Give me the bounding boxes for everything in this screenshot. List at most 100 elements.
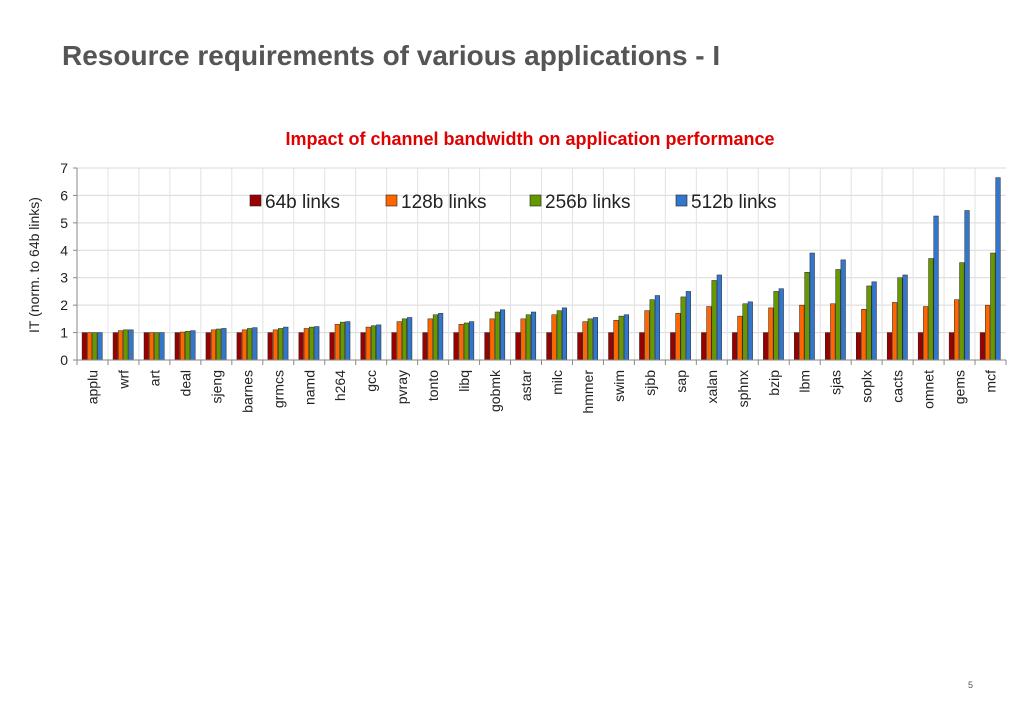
y-tick-label: 4 bbox=[60, 242, 68, 258]
bar-bzip-0 bbox=[763, 332, 769, 361]
bar-wrf-3 bbox=[128, 329, 134, 361]
bar-grmcs-3 bbox=[283, 326, 289, 361]
x-tick-label: mcf bbox=[983, 370, 999, 393]
bar-tonto-1 bbox=[427, 318, 433, 361]
bar-sap-0 bbox=[670, 332, 676, 361]
bar-tonto-3 bbox=[438, 313, 444, 361]
bar-barnes-2 bbox=[247, 328, 253, 361]
bar-swim-1 bbox=[613, 319, 619, 361]
bar-h264-3 bbox=[345, 321, 351, 361]
bar-sphnx-0 bbox=[732, 332, 738, 361]
bar-cacts-1 bbox=[892, 302, 898, 361]
bar-h264-0 bbox=[329, 332, 335, 361]
bar-sap-1 bbox=[675, 313, 681, 361]
x-tick-label: grmcs bbox=[270, 370, 286, 408]
bar-art-3 bbox=[159, 332, 165, 361]
bar-wrf-2 bbox=[123, 329, 129, 361]
x-tick-label: sjbb bbox=[642, 370, 658, 396]
y-tick-label: 1 bbox=[60, 325, 68, 341]
bar-deal-0 bbox=[174, 332, 180, 361]
bar-libq-0 bbox=[453, 332, 459, 361]
bar-barnes-1 bbox=[241, 329, 247, 361]
y-tick-label: 0 bbox=[60, 352, 68, 368]
bar-libq-3 bbox=[469, 321, 475, 361]
bar-sjbb-3 bbox=[654, 295, 660, 361]
bar-gobmk-3 bbox=[500, 309, 506, 361]
y-tick-label: 2 bbox=[60, 297, 68, 313]
x-tick-label: barnes bbox=[239, 370, 255, 413]
bar-mcf-2 bbox=[990, 252, 996, 361]
bar-astar-2 bbox=[525, 314, 531, 361]
x-tick-label: sjas bbox=[828, 370, 844, 395]
bar-astar-0 bbox=[515, 332, 521, 361]
bar-hmmer-1 bbox=[582, 321, 588, 361]
page-number: 5 bbox=[968, 680, 974, 690]
bar-tonto-2 bbox=[432, 314, 438, 361]
bar-namd-2 bbox=[309, 326, 315, 361]
bar-sjeng-1 bbox=[210, 329, 216, 361]
bar-libq-2 bbox=[463, 322, 469, 361]
bar-milc-3 bbox=[561, 307, 568, 361]
bar-astar-1 bbox=[520, 318, 526, 361]
bar-wrf-1 bbox=[118, 330, 124, 361]
bar-sjbb-0 bbox=[639, 332, 645, 361]
x-tick-label: milc bbox=[549, 370, 565, 395]
bar-swim-0 bbox=[608, 332, 614, 361]
bar-sphnx-3 bbox=[747, 301, 753, 361]
x-tick-label: sjeng bbox=[208, 370, 224, 403]
bar-sjas-0 bbox=[825, 332, 831, 361]
x-tick-label: soplx bbox=[859, 370, 875, 403]
bar-xalan-1 bbox=[706, 306, 712, 361]
x-tick-label: deal bbox=[177, 370, 193, 396]
bar-gcc-0 bbox=[360, 332, 366, 361]
bar-namd-0 bbox=[298, 332, 304, 361]
legend-swatch bbox=[249, 194, 262, 207]
bar-deal-1 bbox=[179, 331, 186, 361]
bar-sphnx-1 bbox=[737, 315, 743, 361]
bar-art-1 bbox=[148, 332, 155, 361]
legend-swatch bbox=[529, 194, 542, 207]
bar-namd-1 bbox=[303, 328, 309, 361]
bar-barnes-0 bbox=[236, 332, 242, 361]
bar-sjas-2 bbox=[835, 269, 841, 361]
x-tick-label: sphnx bbox=[735, 370, 751, 407]
bar-milc-0 bbox=[546, 332, 552, 361]
y-axis-label: IT (norm. to 64b links) bbox=[26, 197, 42, 333]
grid-lines bbox=[77, 167, 1006, 361]
bar-sjeng-2 bbox=[216, 328, 222, 361]
bar-bzip-1 bbox=[768, 307, 774, 361]
bar-pvray-0 bbox=[391, 332, 397, 361]
x-tick-label: namd bbox=[301, 370, 317, 405]
bar-pvray-3 bbox=[407, 317, 413, 361]
bar-applu-3 bbox=[97, 332, 103, 361]
bar-swim-3 bbox=[623, 314, 629, 361]
x-tick-label: pvray bbox=[394, 370, 410, 404]
bar-grmcs-2 bbox=[278, 328, 284, 361]
bar-applu-1 bbox=[87, 332, 93, 361]
bar-xalan-2 bbox=[711, 280, 717, 361]
bar-sjas-3 bbox=[840, 259, 846, 361]
bar-swim-2 bbox=[618, 315, 624, 361]
bar-gcc-3 bbox=[376, 324, 382, 361]
bar-art-0 bbox=[143, 332, 149, 361]
bar-grmcs-0 bbox=[267, 332, 273, 361]
bar-xalan-3 bbox=[716, 274, 722, 361]
y-tick-label: 6 bbox=[60, 187, 68, 203]
bar-omnet-0 bbox=[917, 332, 924, 361]
bar-lbm-0 bbox=[794, 332, 800, 361]
bar-gobmk-0 bbox=[484, 332, 490, 361]
bar-gobmk-2 bbox=[494, 311, 500, 361]
bar-cacts-3 bbox=[902, 274, 908, 361]
x-tick-label: omnet bbox=[921, 370, 937, 409]
bar-grmcs-1 bbox=[272, 329, 278, 361]
x-tick-label: h264 bbox=[332, 370, 348, 401]
x-tick-label: lbm bbox=[797, 370, 813, 393]
bar-pvray-2 bbox=[401, 318, 407, 361]
bar-pvray-1 bbox=[396, 321, 402, 361]
x-tick-label: swim bbox=[611, 370, 627, 402]
legend-label: 512b links bbox=[691, 192, 777, 213]
bar-soplx-1 bbox=[861, 309, 867, 361]
bar-gobmk-1 bbox=[489, 318, 495, 361]
bar-applu-0 bbox=[81, 332, 87, 361]
legend-label: 64b links bbox=[265, 192, 340, 213]
